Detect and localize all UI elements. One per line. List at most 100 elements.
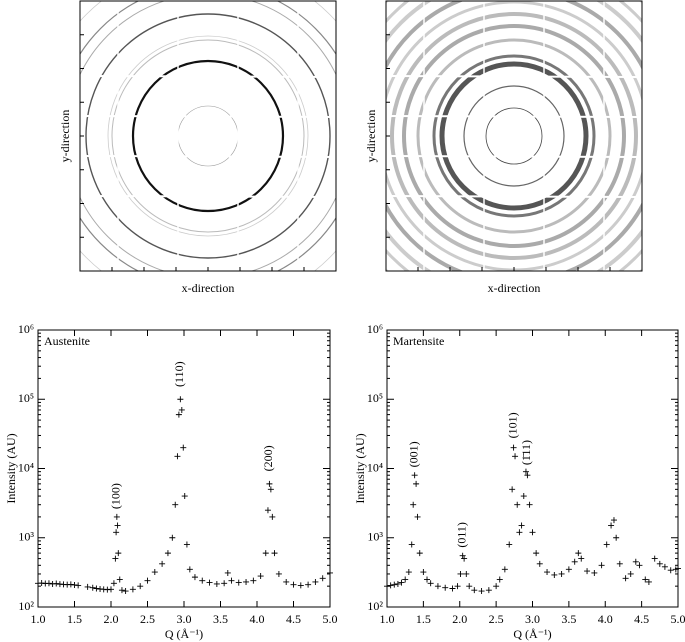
- data-point: [485, 587, 492, 594]
- diffraction-ring: [485, 107, 543, 165]
- diffraction-image: [80, 1, 336, 271]
- data-point: [271, 550, 278, 557]
- x-tick-label: 1.0: [380, 612, 395, 626]
- data-point: [442, 584, 449, 591]
- data-point: [199, 577, 206, 584]
- data-point: [116, 576, 123, 583]
- data-point: [449, 585, 456, 592]
- data-point: [110, 580, 117, 587]
- y-axis-label: y-direction: [58, 110, 72, 163]
- data-point: [512, 453, 519, 460]
- data-point: [151, 569, 158, 576]
- data-point: [405, 569, 412, 576]
- data-point: [632, 558, 639, 565]
- detector-gap: [80, 75, 336, 78]
- detector-gap: [80, 195, 336, 198]
- diffraction-ring: [386, 1, 642, 271]
- data-point: [283, 578, 290, 585]
- data-point: [113, 529, 120, 536]
- panel-label: Martensite: [393, 334, 444, 348]
- data-point: [67, 581, 74, 588]
- data-point: [113, 513, 120, 520]
- data-point: [636, 562, 643, 569]
- data-point: [457, 570, 464, 577]
- data-point: [466, 583, 473, 590]
- data-point: [461, 555, 468, 562]
- detector-gap: [80, 115, 336, 118]
- data-point: [290, 581, 297, 588]
- y-axis-label: y-direction: [364, 110, 378, 163]
- data-point: [427, 580, 434, 587]
- data-point: [603, 541, 610, 548]
- data-point: [651, 555, 658, 562]
- data-point: [266, 480, 273, 487]
- x-tick-label: 3.0: [177, 612, 192, 626]
- data-point: [53, 580, 60, 587]
- data-point: [608, 522, 615, 529]
- data-point: [224, 569, 231, 576]
- data-point: [169, 534, 176, 541]
- data-point: [496, 576, 503, 583]
- data-point: [45, 580, 52, 587]
- diffraction-ring: [439, 61, 589, 211]
- diffraction-ring: [85, 13, 331, 259]
- diffraction-ring: [402, 24, 626, 248]
- diffraction-ring: [131, 59, 285, 213]
- x-axis-label: x-direction: [488, 281, 541, 295]
- x-axis-label: x-direction: [182, 281, 235, 295]
- data-point: [319, 575, 326, 582]
- data-point: [454, 583, 461, 590]
- data-point: [510, 444, 517, 451]
- data-point: [575, 550, 582, 557]
- data-point: [235, 579, 242, 586]
- diffraction-ring: [390, 12, 638, 260]
- data-point: [89, 584, 96, 591]
- data-point: [565, 566, 572, 573]
- data-point: [122, 588, 129, 595]
- data-point: [410, 501, 417, 508]
- data-point: [533, 550, 540, 557]
- data-point: [642, 576, 649, 583]
- diffraction-ring: [111, 39, 305, 233]
- data-point: [518, 522, 525, 529]
- x-tick-label: 5.0: [323, 612, 338, 626]
- data-point: [675, 565, 681, 572]
- x-tick-label: 4.0: [598, 612, 613, 626]
- data-point: [591, 569, 598, 576]
- y-tick-label: 10²: [18, 599, 34, 613]
- data-point: [463, 570, 470, 577]
- detector-gap: [386, 75, 642, 78]
- data-point: [327, 569, 333, 576]
- data-point: [493, 583, 500, 590]
- y-tick-label: 10⁶: [367, 322, 383, 336]
- data-point: [221, 580, 228, 587]
- plot-frame: [386, 329, 679, 608]
- data-point: [118, 587, 125, 594]
- data-point: [516, 529, 523, 536]
- data-point: [264, 507, 271, 514]
- data-point: [172, 501, 179, 508]
- data-point: [84, 583, 91, 590]
- peak-label: (101): [505, 412, 519, 438]
- data-point: [524, 472, 531, 479]
- x-tick-label: 4.5: [286, 612, 301, 626]
- y-tick-label: 10⁵: [18, 391, 34, 405]
- data-point: [416, 550, 423, 557]
- data-point: [544, 569, 551, 576]
- data-point: [434, 583, 441, 590]
- data-point: [267, 486, 274, 493]
- data-point: [616, 560, 623, 567]
- data-point: [257, 573, 264, 580]
- detector-gap: [386, 195, 642, 198]
- diffraction-ring: [80, 1, 336, 271]
- data-point: [177, 396, 184, 403]
- data-point: [312, 578, 319, 585]
- peak-label: (110): [172, 361, 186, 387]
- x-tick-label: 5.0: [671, 612, 685, 626]
- data-point: [522, 468, 529, 475]
- y-tick-label: 10²: [367, 599, 383, 613]
- x-tick-label: 2.0: [104, 612, 119, 626]
- data-point: [183, 541, 190, 548]
- y-tick-label: 10⁶: [18, 322, 34, 336]
